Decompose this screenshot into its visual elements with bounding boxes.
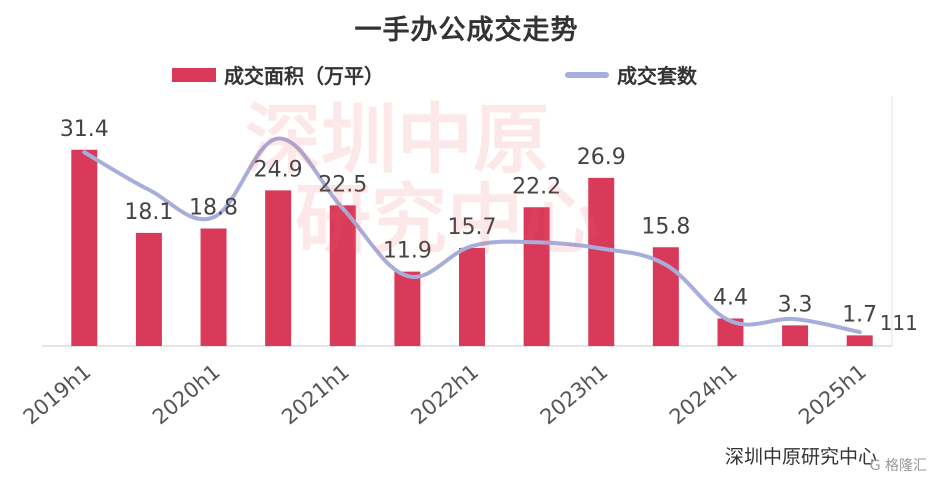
x-tick-label: 2019h1 [19, 359, 96, 429]
legend-bar-label: 成交面积（万平） [224, 64, 384, 88]
legend-item-bar: 成交面积（万平） [172, 60, 384, 89]
bar [135, 232, 162, 346]
bar-value-label: 31.4 [60, 117, 109, 142]
legend-bar-swatch [172, 67, 216, 82]
bar [265, 190, 292, 346]
x-tick-label: 2022h1 [406, 359, 483, 429]
bar-value-label: 18.1 [124, 200, 173, 225]
source-text: 深圳中原研究中心 [724, 446, 877, 468]
bar [329, 205, 356, 346]
x-tick-label: 2021h1 [277, 359, 354, 429]
bar-value-label: 15.7 [448, 215, 497, 240]
bar-value-label: 26.9 [577, 145, 626, 170]
bar-value-label: 18.8 [189, 196, 238, 221]
x-tick-label: 2025h1 [794, 359, 871, 429]
bar-value-label: 22.5 [318, 172, 367, 197]
chart-title: 一手办公成交走势 [354, 15, 579, 46]
gelonghui-logo: G 格隆汇 [869, 458, 927, 474]
legend-item-line: 成交套数 [565, 60, 697, 89]
bar-value-label: 4.4 [713, 286, 748, 311]
x-tick-label: 2024h1 [665, 359, 742, 429]
bar [394, 271, 421, 346]
bar-value-label: 3.3 [778, 292, 813, 317]
bar [200, 228, 227, 346]
bar-value-label: 11.9 [383, 239, 432, 264]
bar-value-label: 1.7 [842, 302, 877, 327]
legend-line-label: 成交套数 [617, 64, 697, 88]
bar [523, 207, 550, 346]
bar-value-label: 15.8 [641, 214, 690, 239]
bar-value-label: 24.9 [254, 157, 303, 182]
legend-line-swatch [565, 71, 609, 78]
x-tick-label: 2020h1 [148, 359, 225, 429]
bar [846, 335, 873, 346]
series-line [82, 136, 862, 335]
bar [71, 149, 98, 346]
x-tick-label: 2023h1 [536, 359, 613, 429]
bar-value-label: 22.2 [512, 174, 561, 199]
bar [459, 247, 485, 346]
bar [588, 177, 615, 346]
bar [782, 325, 809, 346]
line-value-label: 111 [880, 311, 918, 335]
